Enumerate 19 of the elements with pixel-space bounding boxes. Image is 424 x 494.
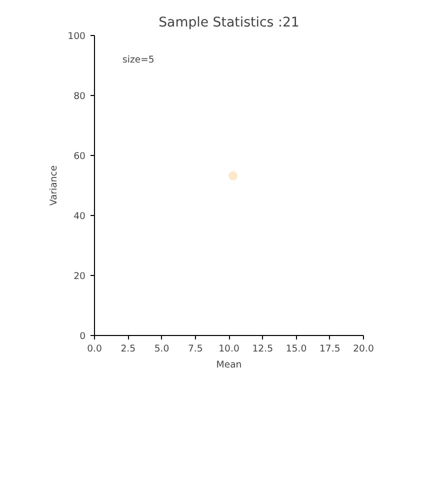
x-tick-label: 10.0 [218,344,240,354]
chart-title: Sample Statistics :21 [158,16,300,30]
x-axis-title: Mean [216,360,242,370]
x-tick-label: 15.0 [286,344,307,354]
x-tick-label: 20.0 [353,344,374,354]
x-tick-label: 12.5 [252,344,274,354]
x-tick-label: 0.0 [87,344,102,354]
x-tick-label: 2.5 [120,344,136,354]
y-tick-label: 40 [74,211,86,222]
y-tick-label: 20 [74,271,86,282]
y-tick-label: 60 [74,151,86,162]
annotation: size=5 [122,54,154,66]
x-tick-label: 5.0 [154,344,170,354]
x-tick-label: 7.5 [188,344,203,354]
y-tick-label: 100 [68,31,86,42]
y-tick-label: 80 [74,91,86,102]
x-tick-label: 17.5 [319,344,340,354]
y-axis-title: Variance [48,165,60,206]
y-tick-label: 0 [80,331,86,342]
